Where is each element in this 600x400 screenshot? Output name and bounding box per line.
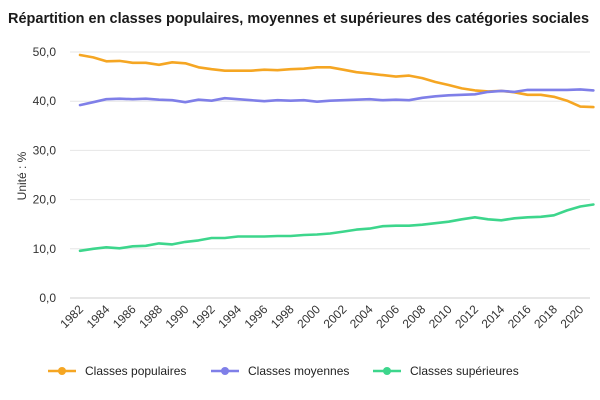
x-tick-label: 2006 [373,302,402,331]
x-tick-label: 1990 [163,302,192,331]
legend-swatch-marker [58,367,66,375]
series-layer [78,53,595,253]
x-tick-label: 1998 [268,302,297,331]
legend: Classes populaires Classes moyennes Classe… [48,364,519,378]
x-tick-label: 1988 [136,302,165,331]
y-tick-label: 0,0 [39,291,56,305]
x-tick-label: 2016 [505,302,534,331]
y-axis-label: Unité : % [15,151,29,200]
legend-item-1: Classes moyennes [211,364,349,378]
legend-swatch-marker [383,367,391,375]
y-tick-label: 10,0 [33,242,57,256]
y-tick-labels: 0,0 10,0 20,0 30,0 40,0 50,0 [33,45,57,305]
y-tick-label: 20,0 [33,193,57,207]
chart-title: Répartition en classes populaires, moyen… [8,11,589,27]
x-tick-label: 2002 [321,302,350,331]
legend-label: Classes populaires [85,364,186,378]
x-tick-label: 2008 [400,302,429,331]
x-tick-label: 1994 [215,302,244,331]
x-tick-label: 2004 [347,302,376,331]
legend-label: Classes moyennes [248,364,349,378]
x-tick-label: 1984 [84,302,113,331]
legend-label: Classes supérieures [410,364,519,378]
legend-item-0: Classes populaires [48,364,186,378]
y-tick-label: 30,0 [33,143,57,157]
grid-layer [70,51,590,299]
legend-item-2: Classes supérieures [373,364,519,378]
series-line-2 [78,203,595,253]
x-tick-label: 1992 [189,302,218,331]
legend-swatch-marker [221,367,229,375]
x-tick-label: 1986 [110,302,139,331]
y-tick-label: 50,0 [33,45,57,59]
x-tick-label: 2018 [531,302,560,331]
x-tick-label: 2014 [479,302,508,331]
series-line-1 [78,88,595,107]
x-tick-label: 1982 [57,302,86,331]
y-tick-label: 40,0 [33,94,57,108]
x-tick-label: 2020 [558,302,587,331]
x-tick-labels: 1982198419861988199019921994199619982000… [57,302,586,331]
x-tick-label: 2012 [452,302,481,331]
x-tick-label: 1996 [242,302,271,331]
x-tick-label: 2000 [294,302,323,331]
x-tick-label: 2010 [426,302,455,331]
